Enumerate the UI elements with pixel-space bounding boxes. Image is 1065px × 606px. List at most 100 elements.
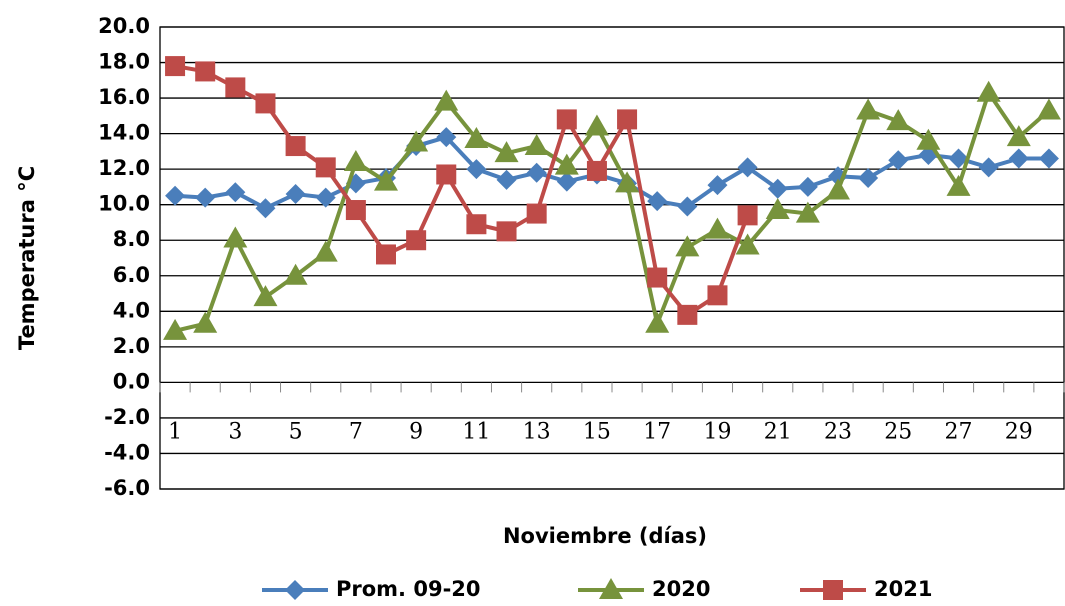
legend-marker: [823, 580, 843, 600]
data-point: [404, 130, 429, 152]
data-point: [283, 263, 308, 285]
data-point: [916, 128, 941, 150]
data-point: [225, 182, 246, 203]
data-point: [466, 159, 487, 180]
data-point: [556, 109, 577, 130]
data-point: [615, 171, 640, 193]
data-point: [707, 285, 728, 306]
y-tick-label: -6.0: [104, 476, 150, 500]
data-point: [737, 205, 758, 226]
data-point: [765, 198, 790, 220]
data-point: [677, 304, 698, 325]
data-point: [556, 171, 577, 192]
data-point: [464, 126, 489, 148]
legend-marker: [599, 578, 623, 599]
data-point: [858, 168, 879, 189]
data-point: [285, 184, 306, 205]
x-tick-label: 15: [583, 419, 611, 444]
x-tick-label: 17: [643, 419, 671, 444]
data-point: [976, 80, 1001, 102]
data-point: [675, 235, 700, 257]
data-point: [163, 318, 188, 340]
data-point: [946, 174, 971, 196]
x-tick-label: 7: [349, 419, 363, 444]
x-tick-label: 29: [1005, 419, 1033, 444]
data-point: [767, 178, 788, 199]
legend-marker: [285, 580, 305, 600]
data-point: [1008, 148, 1029, 169]
data-point: [647, 191, 668, 212]
data-point: [978, 157, 999, 178]
y-tick-label: 2.0: [113, 334, 150, 358]
data-point: [554, 153, 579, 175]
data-point: [195, 61, 216, 82]
data-point: [948, 148, 969, 169]
data-point: [826, 178, 850, 200]
data-point: [888, 150, 909, 171]
data-point: [494, 141, 519, 163]
data-point: [374, 169, 398, 191]
data-point: [584, 114, 609, 136]
data-point: [526, 203, 547, 224]
data-point: [886, 109, 911, 131]
legend-label: Prom. 09-20: [336, 577, 481, 601]
y-tick-label: 10.0: [98, 192, 150, 216]
data-point: [1036, 98, 1061, 120]
x-tick-label: 1: [168, 419, 182, 444]
data-point: [496, 221, 517, 242]
data-point: [707, 175, 728, 196]
data-point: [677, 196, 698, 217]
data-point: [195, 187, 216, 208]
data-point: [737, 157, 758, 178]
data-point: [856, 98, 881, 120]
data-point: [165, 56, 186, 77]
x-tick-label: 13: [523, 419, 551, 444]
data-point: [617, 109, 638, 130]
data-point: [524, 134, 549, 156]
data-point: [165, 185, 186, 206]
x-tick-label: 19: [703, 419, 731, 444]
data-point: [315, 157, 336, 178]
data-point: [1038, 148, 1059, 169]
data-point: [343, 150, 368, 172]
x-tick-label: 23: [824, 419, 852, 444]
y-axis-title: Temperatura °C: [15, 166, 39, 350]
data-point: [193, 311, 218, 333]
y-tick-label: 12.0: [98, 156, 150, 180]
data-point: [223, 226, 248, 248]
data-point: [1006, 125, 1031, 147]
data-point: [436, 127, 457, 148]
plot-border: [159, 26, 1065, 490]
x-tick-label: 27: [945, 419, 973, 444]
data-point: [586, 160, 607, 181]
y-tick-label: 14.0: [98, 121, 150, 145]
data-point: [255, 198, 276, 219]
data-point: [797, 176, 818, 197]
y-tick-label: 16.0: [98, 85, 150, 109]
y-tick-label: 18.0: [98, 50, 150, 74]
data-point: [496, 169, 517, 190]
data-point: [647, 267, 668, 288]
data-point: [376, 244, 396, 265]
data-point: [705, 217, 730, 239]
data-point: [434, 89, 459, 111]
data-point: [253, 285, 278, 307]
data-point: [315, 187, 336, 208]
x-tick-label: 3: [228, 419, 242, 444]
data-point: [645, 311, 670, 333]
data-point: [255, 93, 276, 114]
y-tick-label: 0.0: [113, 369, 150, 393]
y-tick-label: 6.0: [113, 263, 150, 287]
x-tick-label: 9: [409, 419, 423, 444]
y-tick-label: 8.0: [113, 227, 150, 251]
data-point: [406, 230, 427, 251]
data-point: [436, 164, 457, 185]
x-tick-label: 5: [289, 419, 303, 444]
data-point: [795, 201, 820, 223]
x-tick-label: 11: [462, 419, 490, 444]
data-point: [526, 162, 547, 183]
y-tick-label: -4.0: [104, 440, 150, 464]
y-tick-label: 4.0: [113, 298, 150, 322]
data-point: [313, 240, 338, 262]
